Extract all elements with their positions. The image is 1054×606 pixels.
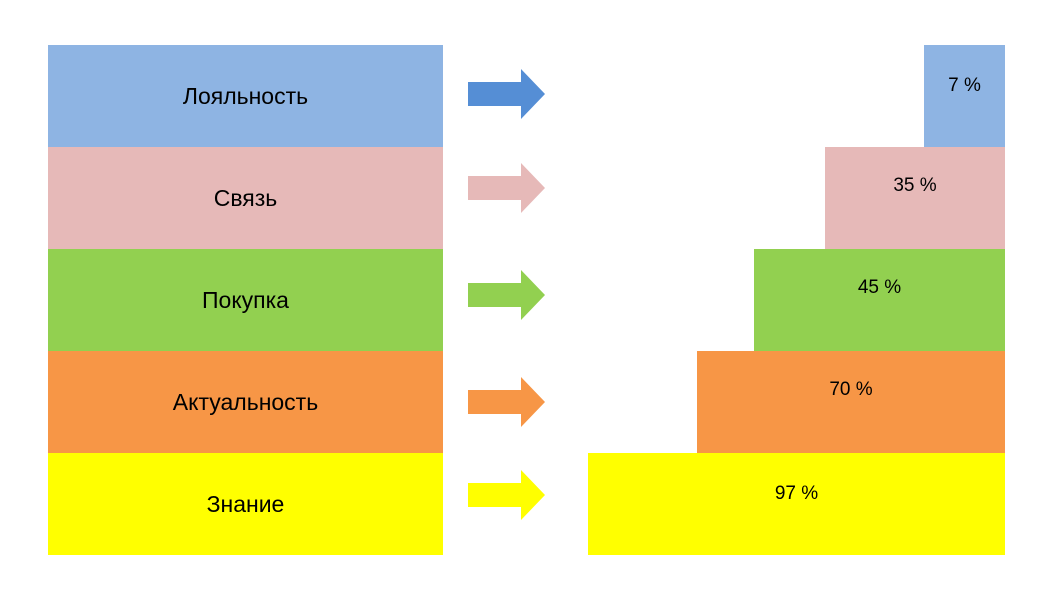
percent-bar-purchase: 45 %: [754, 249, 1005, 351]
percent-label-relevance: 70 %: [829, 379, 873, 400]
stage-label-loyalty: Лояльность: [182, 82, 309, 109]
stage-label-connection: Связь: [213, 184, 278, 211]
arrow-right-icon: [468, 270, 545, 320]
stage-label-block-relevance: Актуальность: [48, 351, 443, 453]
stage-label-block-loyalty: Лояльность: [48, 45, 443, 147]
percent-label-awareness: 97 %: [774, 483, 819, 504]
percent-label-loyalty: 7 %: [948, 75, 981, 96]
stage-label-block-purchase: Покупка: [48, 249, 443, 351]
arrow-right-icon: [468, 69, 545, 119]
arrow-right-icon: [468, 163, 545, 213]
stage-label-awareness: Знание: [206, 490, 285, 517]
percent-bar-awareness: 97 %: [588, 453, 1005, 555]
stage-label-purchase: Покупка: [202, 286, 289, 313]
stage-label-block-awareness: Знание: [48, 453, 443, 555]
percent-label-purchase: 45 %: [857, 277, 902, 298]
stage-label-relevance: Актуальность: [172, 388, 319, 415]
percent-bar-relevance: 70 %: [697, 351, 1005, 453]
stage-label-block-connection: Связь: [48, 147, 443, 249]
percent-bar-connection: 35 %: [825, 147, 1005, 249]
arrow-right-icon: [468, 377, 545, 427]
percent-label-connection: 35 %: [893, 175, 937, 196]
arrow-right-icon: [468, 470, 545, 520]
percent-bar-loyalty: 7 %: [924, 45, 1005, 147]
